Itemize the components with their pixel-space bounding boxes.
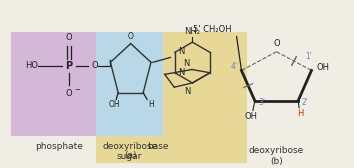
Text: 4': 4'	[230, 62, 238, 71]
Text: (b): (b)	[270, 157, 283, 166]
Bar	[11, 32, 108, 136]
Text: O: O	[91, 61, 98, 70]
Text: OH: OH	[108, 100, 120, 109]
Text: (a): (a)	[125, 151, 137, 160]
Bar	[96, 32, 163, 136]
Text: H: H	[297, 109, 303, 118]
Text: phosphate: phosphate	[35, 141, 82, 151]
Text: O: O	[273, 39, 280, 48]
Text: N: N	[184, 59, 190, 68]
Text: OH: OH	[245, 112, 257, 121]
Text: OH: OH	[316, 63, 329, 72]
Text: N: N	[184, 87, 190, 96]
Text: NH₂: NH₂	[184, 27, 200, 36]
Text: deoxyribose
sugar: deoxyribose sugar	[102, 141, 157, 161]
Text: N: N	[178, 47, 184, 56]
Text: O: O	[65, 89, 72, 98]
Text: N: N	[178, 68, 184, 77]
Text: HO: HO	[25, 61, 38, 70]
Text: O: O	[65, 33, 72, 42]
Text: H: H	[148, 100, 154, 109]
Text: deoxyribose: deoxyribose	[249, 146, 304, 155]
Text: 5' CH₂OH: 5' CH₂OH	[193, 25, 232, 34]
Text: P: P	[65, 61, 73, 71]
Text: 3': 3'	[259, 98, 266, 107]
Text: base: base	[147, 141, 169, 151]
Text: 1': 1'	[305, 52, 312, 61]
Bar	[96, 32, 247, 163]
Text: 2': 2'	[301, 98, 308, 107]
Text: −: −	[74, 87, 80, 93]
Text: O: O	[128, 32, 133, 41]
